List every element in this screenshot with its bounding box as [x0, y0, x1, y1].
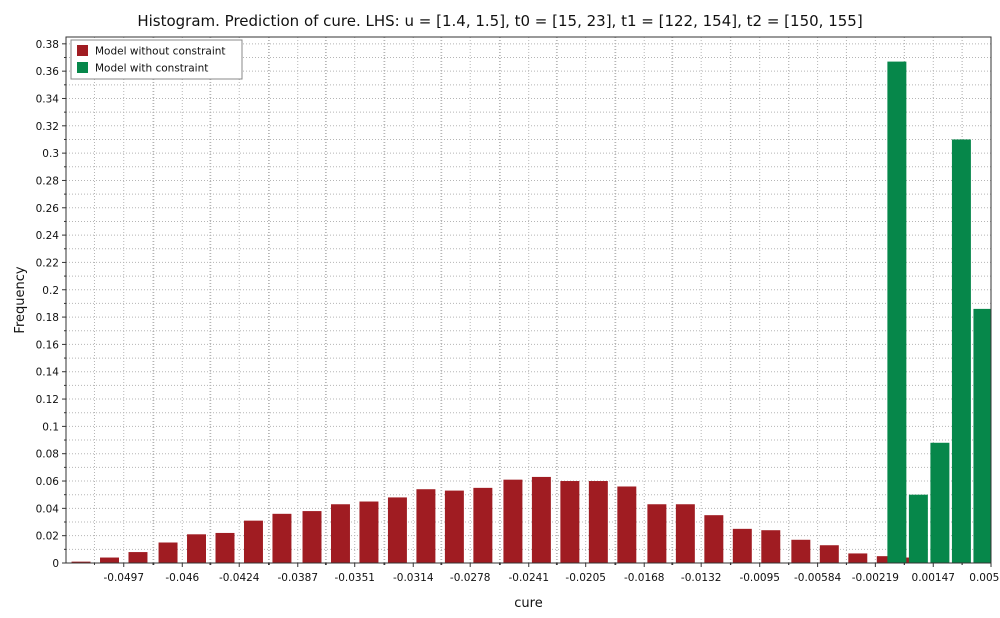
y-tick-label: 0.34 — [36, 93, 60, 105]
x-tick-label: -0.0387 — [277, 572, 318, 584]
bar-model-with-constraint — [887, 61, 907, 563]
x-tick-label: -0.0278 — [450, 572, 491, 584]
bar-model-without-constraint — [416, 489, 436, 563]
bar-model-without-constraint — [503, 479, 523, 563]
bar-model-with-constraint — [951, 139, 971, 563]
y-tick-label: 0.22 — [36, 257, 59, 269]
bar-model-without-constraint — [473, 487, 493, 563]
legend-swatch — [77, 62, 88, 73]
bar-model-without-constraint — [71, 561, 91, 563]
y-tick-label: 0 — [52, 558, 59, 570]
x-tick-label: -0.0168 — [624, 572, 665, 584]
x-tick-label: -0.0314 — [393, 572, 434, 584]
x-tick-label: 0.00147 — [912, 572, 955, 584]
bars — [71, 61, 991, 564]
x-tick-label: -0.0241 — [508, 572, 549, 584]
bar-model-with-constraint — [908, 494, 928, 563]
y-tick-label: 0.26 — [36, 203, 60, 215]
bar-model-without-constraint — [187, 534, 206, 563]
y-tick-label: 0.04 — [36, 503, 60, 515]
x-axis: -0.0497 -0.046 -0.0424 -0.0387 -0.0351 -0.031… — [93, 563, 1000, 584]
y-tick-label: 0.1 — [42, 421, 59, 433]
y-axis: 0 0.02 0.04 0.06 0.08 0.1 0.12 0.14 0.16 0.18 0.2 0… — [36, 39, 66, 570]
legend-label: Model with constraint — [95, 63, 208, 75]
bar-model-without-constraint — [215, 532, 235, 563]
legend: Model without constraint Model with const… — [70, 39, 243, 80]
y-tick-label: 0.3 — [42, 148, 59, 160]
x-tick-label: -0.00584 — [794, 572, 842, 584]
bar-model-without-constraint — [272, 513, 292, 563]
bar-model-without-constraint — [876, 556, 896, 563]
bar-model-without-constraint — [704, 515, 724, 563]
x-tick-label: 0.00512 — [969, 572, 1000, 584]
y-tick-label: 0.38 — [36, 39, 59, 51]
y-tick-label: 0.24 — [36, 230, 60, 242]
x-tick-label: -0.00219 — [852, 572, 899, 584]
bar-model-without-constraint — [531, 476, 551, 563]
bar-model-without-constraint — [158, 542, 178, 563]
x-tick-label: -0.0132 — [681, 572, 722, 584]
bar-model-without-constraint — [588, 481, 608, 563]
y-tick-label: 0.2 — [42, 285, 59, 297]
bar-model-without-constraint — [243, 520, 263, 563]
bar-model-without-constraint — [819, 545, 839, 563]
bar-model-without-constraint — [100, 557, 119, 563]
y-axis-label: Frequency — [13, 266, 28, 333]
y-tick-label: 0.28 — [36, 175, 59, 187]
bar-model-with-constraint — [973, 308, 991, 563]
y-tick-label: 0.16 — [36, 339, 60, 351]
grid-lines — [66, 37, 991, 563]
y-tick-label: 0.06 — [36, 476, 60, 488]
x-tick-label: -0.0424 — [219, 572, 260, 584]
bar-model-without-constraint — [761, 530, 781, 563]
y-tick-label: 0.02 — [36, 531, 59, 543]
bar-model-without-constraint — [617, 486, 637, 563]
x-tick-label: -0.0095 — [739, 572, 780, 584]
x-tick-label: -0.0205 — [565, 572, 606, 584]
chart-title: Histogram. Prediction of cure. LHS: u = … — [137, 12, 862, 30]
bar-model-without-constraint — [560, 481, 580, 563]
y-tick-label: 0.18 — [36, 312, 59, 324]
bar-model-without-constraint — [675, 504, 695, 563]
bar-model-without-constraint — [359, 501, 379, 563]
bar-model-with-constraint — [930, 442, 950, 563]
y-tick-label: 0.32 — [36, 121, 59, 133]
bar-model-without-constraint — [330, 504, 350, 563]
bar-model-without-constraint — [848, 553, 868, 563]
bar-model-without-constraint — [302, 511, 322, 563]
bar-model-without-constraint — [732, 528, 752, 563]
legend-swatch — [77, 45, 88, 56]
bar-model-without-constraint — [791, 539, 811, 563]
y-tick-label: 0.12 — [36, 394, 59, 406]
x-tick-label: -0.0351 — [334, 572, 375, 584]
legend-box — [70, 39, 243, 80]
y-tick-label: 0.14 — [36, 367, 60, 379]
bar-model-without-constraint — [647, 504, 667, 563]
bar-model-without-constraint — [444, 490, 464, 563]
y-tick-label: 0.08 — [36, 449, 59, 461]
y-tick-label: 0.36 — [36, 66, 60, 78]
bar-model-without-constraint — [128, 552, 148, 563]
x-axis-label: cure — [514, 596, 542, 611]
x-tick-label: -0.0497 — [103, 572, 144, 584]
bar-model-without-constraint — [387, 497, 407, 563]
x-tick-label: -0.046 — [165, 572, 199, 584]
legend-label: Model without constraint — [95, 46, 226, 58]
